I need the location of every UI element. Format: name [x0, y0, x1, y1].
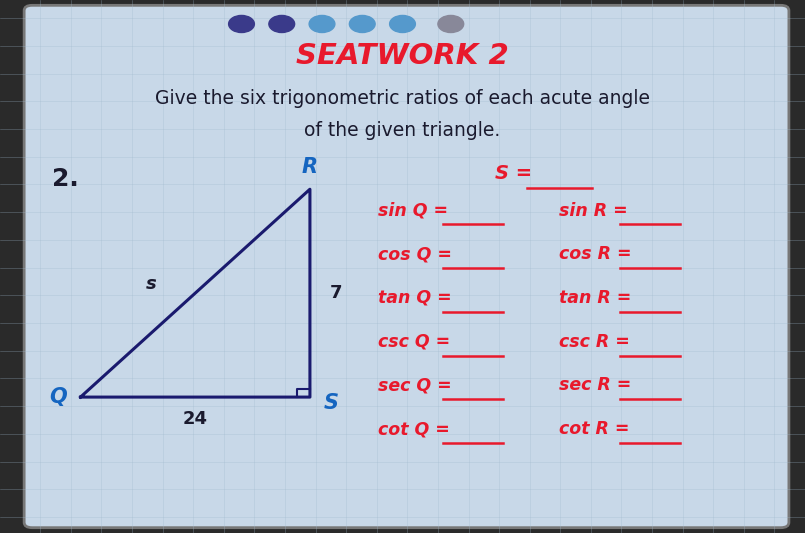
Text: S =: S = [495, 164, 532, 183]
Text: sec R =: sec R = [559, 376, 632, 394]
Circle shape [269, 15, 295, 33]
Text: sin Q =: sin Q = [378, 201, 448, 220]
Text: cot R =: cot R = [559, 420, 630, 438]
Text: cos Q =: cos Q = [378, 245, 452, 263]
Text: Q: Q [49, 387, 67, 407]
Circle shape [349, 15, 375, 33]
Text: 24: 24 [183, 410, 208, 429]
Text: sec Q =: sec Q = [378, 376, 452, 394]
Circle shape [390, 15, 415, 33]
FancyBboxPatch shape [24, 5, 789, 528]
Circle shape [438, 15, 464, 33]
Text: 7: 7 [329, 284, 342, 302]
Text: sin R =: sin R = [559, 201, 628, 220]
Text: cos R =: cos R = [559, 245, 632, 263]
Text: csc R =: csc R = [559, 333, 630, 351]
Text: tan R =: tan R = [559, 289, 632, 307]
Text: S: S [324, 393, 339, 414]
Text: 2.: 2. [52, 166, 79, 191]
Text: s: s [146, 274, 156, 293]
Text: of the given triangle.: of the given triangle. [304, 121, 501, 140]
Circle shape [229, 15, 254, 33]
Text: R: R [302, 157, 318, 177]
Text: csc Q =: csc Q = [378, 333, 451, 351]
Circle shape [309, 15, 335, 33]
Text: Give the six trigonometric ratios of each acute angle: Give the six trigonometric ratios of eac… [155, 89, 650, 108]
Text: SEATWORK 2: SEATWORK 2 [296, 42, 509, 70]
Text: tan Q =: tan Q = [378, 289, 452, 307]
Text: cot Q =: cot Q = [378, 420, 450, 438]
